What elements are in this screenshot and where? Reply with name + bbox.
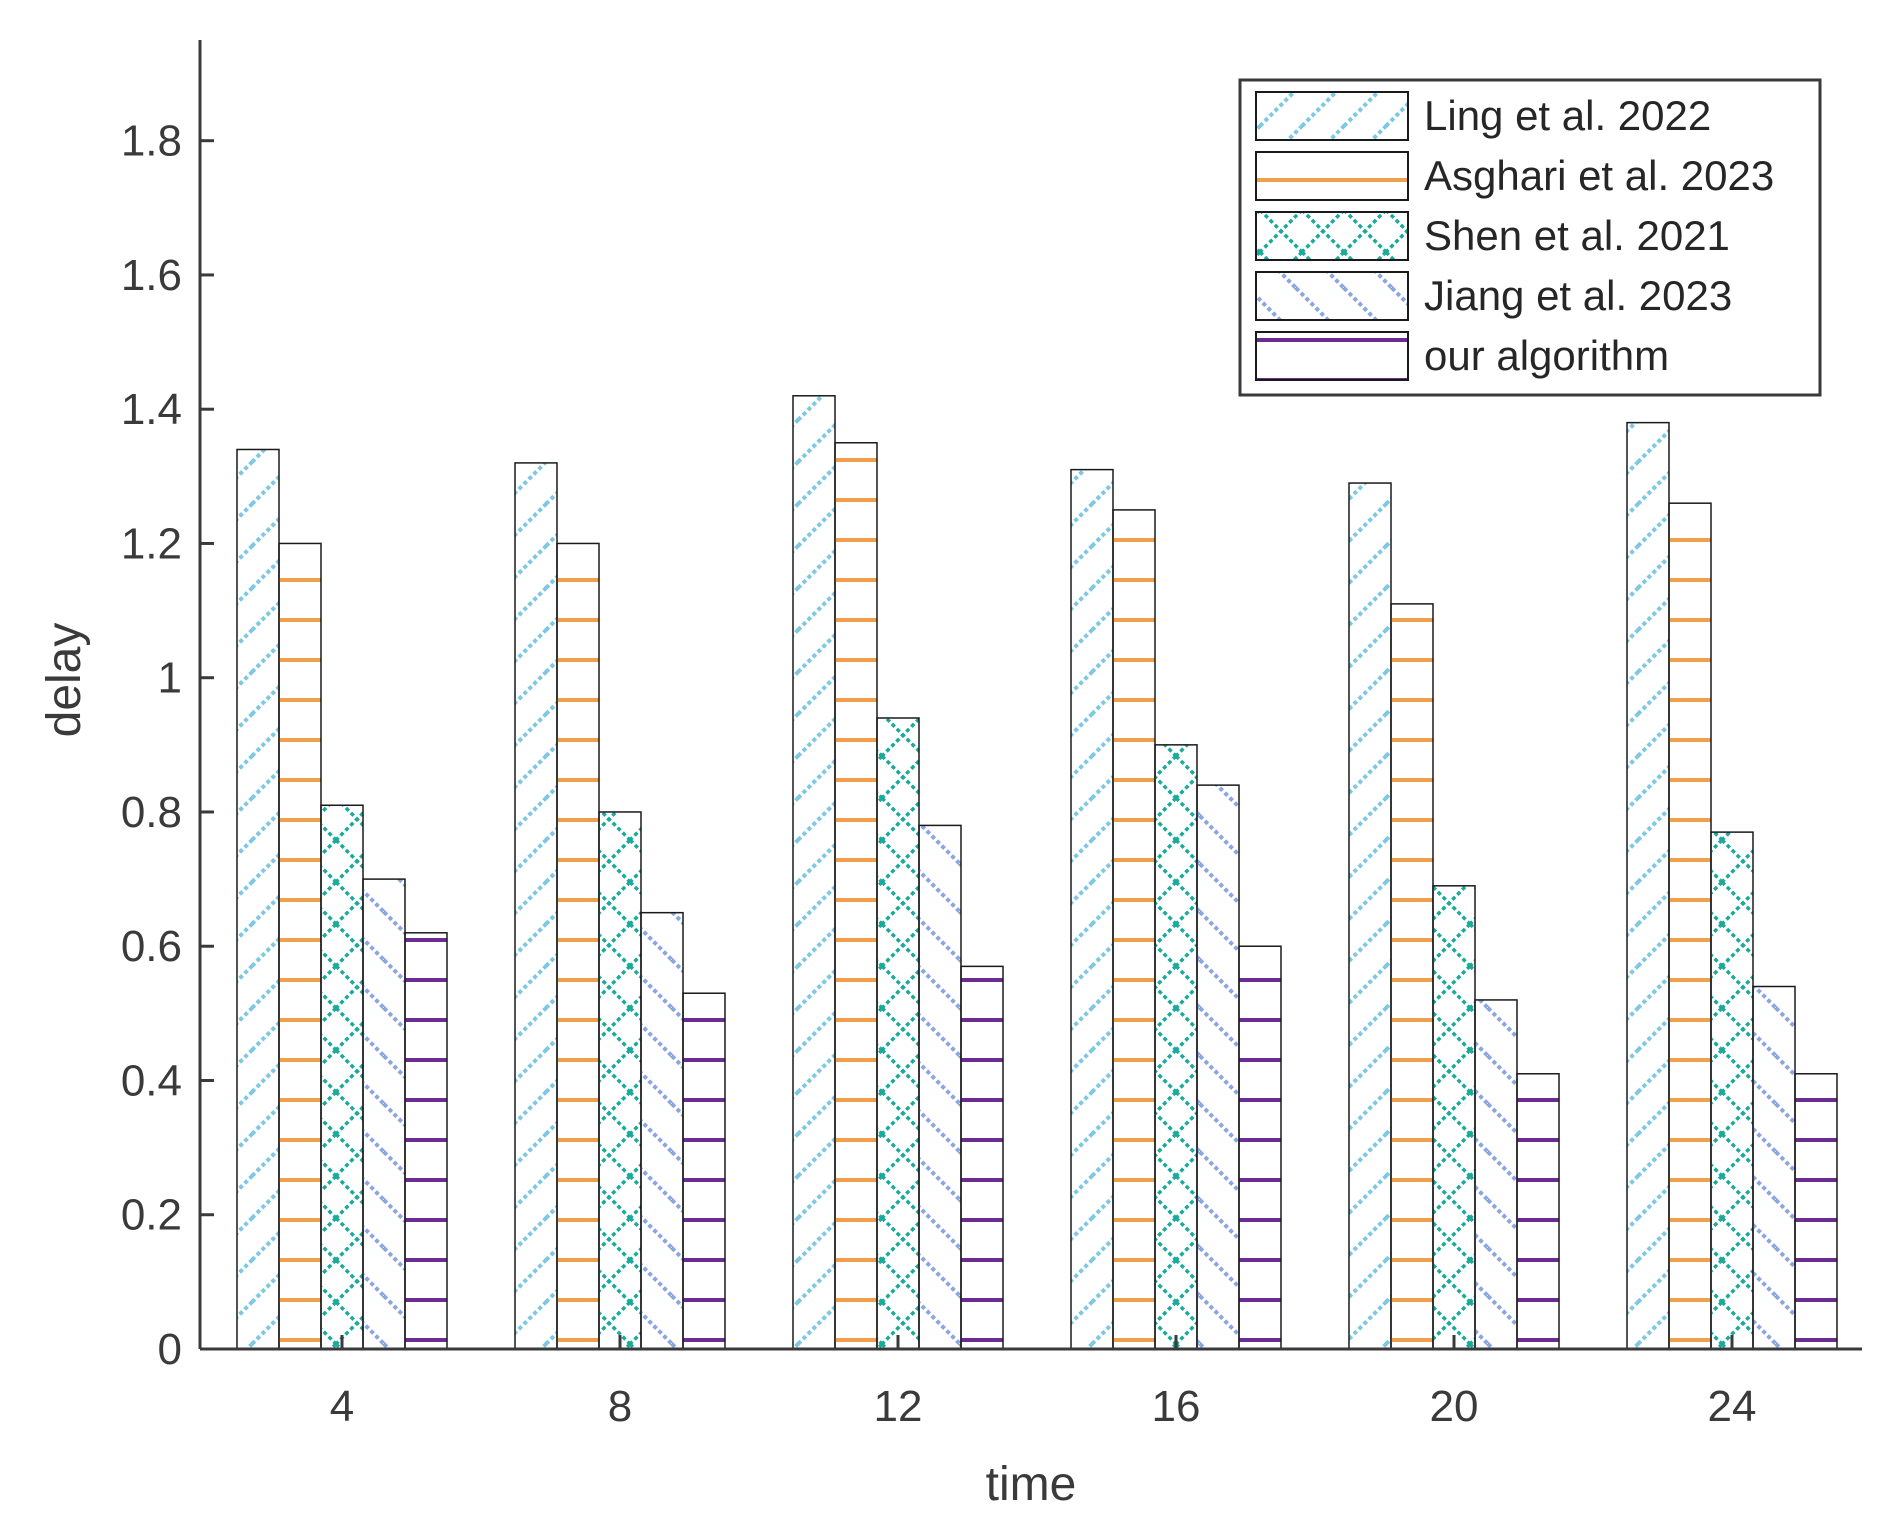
legend: Ling et al. 2022 Asghari et al. 2023 Shen … [1238, 78, 1822, 397]
y-tick-label: 0.6 [121, 922, 182, 971]
legend-label: Jiang et al. 2023 [1424, 272, 1732, 319]
bar-ling-et-al-2022-8 [514, 462, 558, 1350]
legend-label: Ling et al. 2022 [1424, 92, 1711, 139]
bar-shen-et-al-2021-8 [598, 811, 642, 1350]
legend-label: Shen et al. 2021 [1424, 212, 1730, 259]
bar-our-algorithm-4 [404, 932, 448, 1350]
y-tick-label: 1.2 [121, 519, 182, 568]
bar-jiang-et-al-2023-12 [918, 824, 962, 1350]
bar-ling-et-al-2022-16 [1070, 468, 1114, 1350]
y-ticks-group: 0 0.2 0.4 0.6 0.8 1 1.2 1.4 1.6 1.8 [121, 117, 214, 1374]
y-tick-label: 0.4 [121, 1056, 182, 1105]
x-tick-label: 20 [1430, 1382, 1479, 1431]
bar-our-algorithm-24 [1794, 1073, 1838, 1350]
bar-shen-et-al-2021-24 [1710, 831, 1754, 1350]
bar-ling-et-al-2022-20 [1348, 482, 1392, 1350]
bar-asghari-et-al-2023-24 [1668, 502, 1712, 1350]
x-axis-title: time [986, 1458, 1077, 1511]
legend-swatch [1255, 91, 1409, 141]
bar-our-algorithm-8 [682, 992, 726, 1350]
legend-swatch [1255, 151, 1409, 201]
y-tick-label: 0.8 [121, 788, 182, 837]
legend-label: Asghari et al. 2023 [1424, 152, 1774, 199]
x-tick-label: 4 [330, 1382, 354, 1431]
bar-ling-et-al-2022-4 [236, 448, 280, 1350]
bar-jiang-et-al-2023-24 [1752, 985, 1796, 1350]
bar-our-algorithm-16 [1238, 945, 1282, 1350]
bar-asghari-et-al-2023-16 [1112, 509, 1156, 1350]
bar-ling-et-al-2022-12 [792, 395, 836, 1350]
y-tick-label: 1.8 [121, 117, 182, 166]
bars-group [236, 395, 1838, 1350]
bar-shen-et-al-2021-16 [1154, 744, 1198, 1350]
x-tick-label: 16 [1152, 1382, 1201, 1431]
bar-asghari-et-al-2023-20 [1390, 603, 1434, 1350]
x-ticks-group: 4 8 12 16 20 24 [330, 1335, 1757, 1431]
legend-swatch [1255, 271, 1409, 321]
bar-shen-et-al-2021-4 [320, 804, 364, 1350]
bar-ling-et-al-2022-24 [1626, 421, 1670, 1350]
y-tick-label: 1 [158, 654, 182, 703]
bar-jiang-et-al-2023-4 [362, 878, 406, 1350]
x-tick-label: 12 [874, 1382, 923, 1431]
legend-swatch [1255, 331, 1409, 381]
bar-asghari-et-al-2023-8 [556, 542, 600, 1350]
y-tick-label: 0.2 [121, 1191, 182, 1240]
bar-jiang-et-al-2023-8 [640, 911, 684, 1350]
bar-shen-et-al-2021-12 [876, 717, 920, 1350]
y-tick-label: 1.4 [121, 385, 182, 434]
y-tick-label: 0 [158, 1325, 182, 1374]
bar-jiang-et-al-2023-20 [1474, 999, 1518, 1350]
bar-jiang-et-al-2023-16 [1196, 784, 1240, 1350]
bar-shen-et-al-2021-20 [1432, 885, 1476, 1350]
legend-swatch [1255, 211, 1409, 261]
x-tick-label: 24 [1708, 1382, 1757, 1431]
y-tick-label: 1.6 [121, 251, 182, 300]
bar-our-algorithm-12 [960, 965, 1004, 1350]
y-axis-title: delay [38, 623, 91, 738]
bar-asghari-et-al-2023-12 [834, 442, 878, 1350]
x-tick-label: 8 [608, 1382, 632, 1431]
bar-our-algorithm-20 [1516, 1073, 1560, 1350]
legend-label: our algorithm [1424, 332, 1669, 379]
bar-asghari-et-al-2023-4 [278, 542, 322, 1350]
